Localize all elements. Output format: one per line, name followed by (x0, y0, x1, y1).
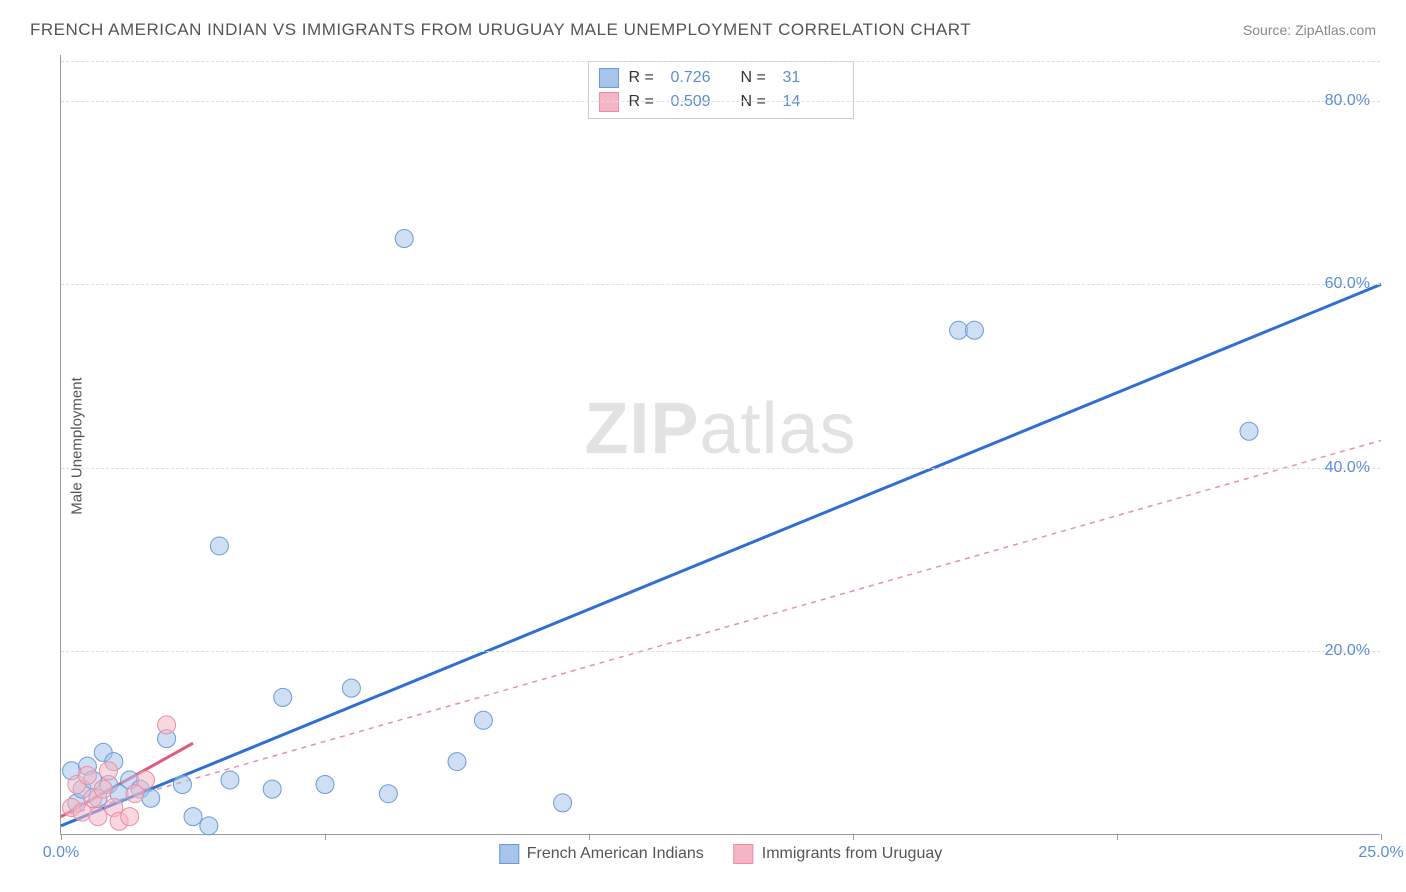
gridline (61, 101, 1380, 102)
legend-swatch-1 (599, 68, 619, 88)
chart-plot-area: ZIPatlas R = 0.726 N = 31 R = 0.509 N = … (60, 55, 1380, 835)
r-label: R = (629, 93, 661, 111)
correlation-legend: R = 0.726 N = 31 R = 0.509 N = 14 (588, 61, 854, 119)
y-tick-label: 80.0% (1325, 92, 1370, 110)
x-tick-label: 0.0% (43, 844, 79, 862)
n-value-2: 14 (783, 93, 843, 111)
source-link[interactable]: ZipAtlas.com (1295, 22, 1376, 38)
x-tick (589, 834, 590, 840)
legend-item-2: Immigrants from Uruguay (734, 844, 943, 864)
series-legend: French American Indians Immigrants from … (499, 844, 942, 864)
x-tick (1117, 834, 1118, 840)
x-tick-label: 25.0% (1358, 844, 1403, 862)
gridline (61, 651, 1380, 652)
legend-bottom-label-2: Immigrants from Uruguay (762, 845, 943, 863)
legend-row-series2: R = 0.509 N = 14 (599, 90, 843, 114)
gridline (61, 284, 1380, 285)
y-tick-label: 60.0% (1325, 275, 1370, 293)
source-attribution: Source: ZipAtlas.com (1243, 22, 1376, 38)
gridline (61, 61, 1380, 62)
legend-bottom-swatch-1 (499, 844, 519, 864)
x-tick (853, 834, 854, 840)
y-tick-label: 20.0% (1325, 642, 1370, 660)
gridline (61, 468, 1380, 469)
r-value-2: 0.509 (671, 93, 731, 111)
source-label: Source: (1243, 22, 1295, 38)
x-tick (325, 834, 326, 840)
x-tick (61, 834, 62, 840)
n-value-1: 31 (783, 69, 843, 87)
r-value-1: 0.726 (671, 69, 731, 87)
chart-title: FRENCH AMERICAN INDIAN VS IMMIGRANTS FRO… (30, 20, 971, 40)
n-label: N = (741, 69, 773, 87)
legend-swatch-2 (599, 92, 619, 112)
n-label: N = (741, 93, 773, 111)
legend-bottom-label-1: French American Indians (527, 845, 704, 863)
x-tick (1381, 834, 1382, 840)
legend-item-1: French American Indians (499, 844, 704, 864)
legend-row-series1: R = 0.726 N = 31 (599, 66, 843, 90)
r-label: R = (629, 69, 661, 87)
legend-bottom-swatch-2 (734, 844, 754, 864)
plot-svg (61, 55, 1380, 834)
y-tick-label: 40.0% (1325, 459, 1370, 477)
